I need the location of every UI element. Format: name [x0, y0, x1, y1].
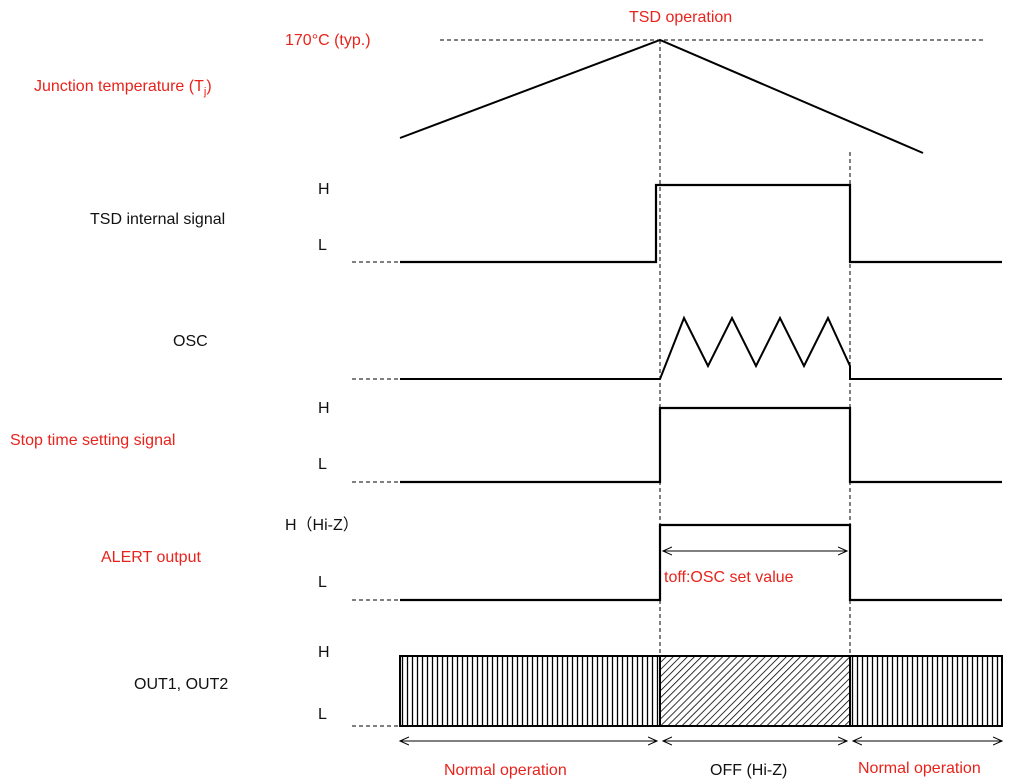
tsd-high-label: H: [318, 181, 330, 198]
toff-label: toff:OSC set value: [664, 569, 794, 586]
osc-label: OSC: [173, 333, 208, 350]
junction-temperature-text: Junction temperature (T: [34, 78, 204, 95]
outputs-low-label: L: [318, 706, 327, 723]
osc-waveform: [400, 315, 1002, 380]
outputs-label: OUT1, OUT2: [134, 676, 229, 693]
phase-label-off: OFF (Hi-Z): [710, 762, 788, 779]
temperature-threshold-label: 170°C (typ.): [285, 32, 371, 49]
stop-low-label: L: [318, 456, 327, 473]
out-normal-block-2: [849, 655, 1003, 727]
alert-output-label: ALERT output: [101, 549, 201, 566]
alert-low-label: L: [318, 574, 327, 591]
junction-temperature-suffix: ): [206, 78, 212, 95]
alert-high-label: H（Hi-Z）: [285, 517, 359, 534]
junction-temperature-label: Junction temperature (Tj): [34, 78, 212, 98]
diagram-title: TSD operation: [629, 9, 733, 26]
stop-time-waveform: [400, 406, 1002, 484]
out-normal-block-1: [399, 655, 661, 727]
phase-label-normal-1: Normal operation: [444, 762, 567, 779]
outputs-high-label: H: [318, 644, 330, 661]
junction-temperature-subscript: j: [203, 86, 207, 98]
out-off-block: [659, 655, 851, 727]
stop-time-signal-label: Stop time setting signal: [10, 432, 176, 449]
tsd-low-label: L: [318, 237, 327, 254]
tsd-internal-signal-label: TSD internal signal: [90, 211, 226, 228]
phase-label-normal-2: Normal operation: [858, 760, 981, 777]
tsd-internal-waveform: [400, 183, 1002, 264]
alert-waveform: [400, 523, 1002, 602]
stop-high-label: H: [318, 400, 330, 417]
junction-temperature-waveform: [399, 38, 924, 154]
